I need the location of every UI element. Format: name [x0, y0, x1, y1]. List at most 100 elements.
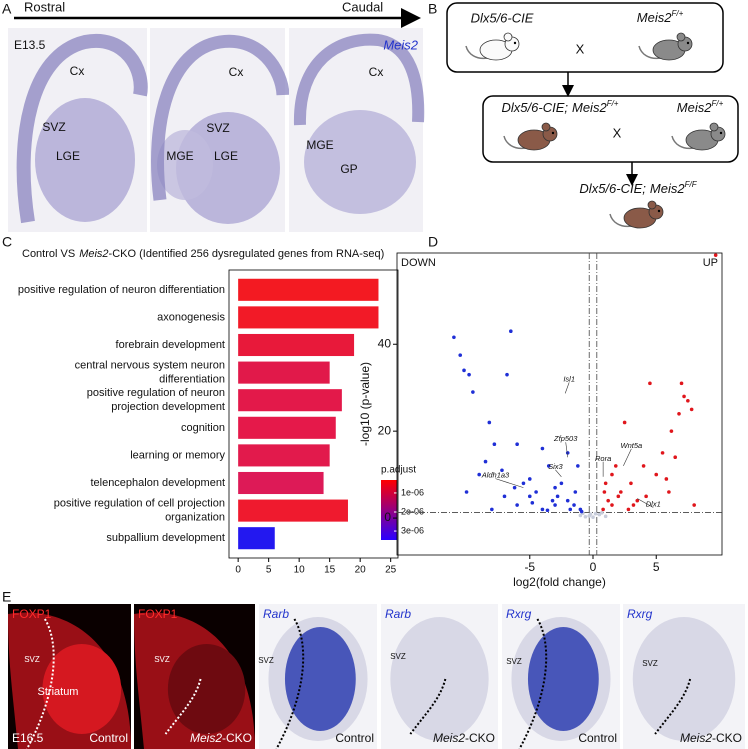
bar: [238, 278, 379, 301]
region-label: Cx: [229, 65, 244, 79]
condition-text: Control: [578, 731, 617, 745]
region-label: SVZ: [642, 659, 658, 668]
condition-gene: Meis2: [190, 731, 222, 745]
cross-symbol: X: [576, 41, 585, 56]
panel-e: FOXP1SVZStriatumControlFOXP1SVZMeis2-CKO…: [8, 604, 745, 749]
region-label: LGE: [214, 149, 238, 163]
title-part: Meis2: [79, 248, 108, 260]
mouse-icon: [638, 32, 693, 61]
gene: Meis2: [650, 181, 685, 196]
bar: [238, 527, 275, 550]
region-label: SVZ: [24, 655, 40, 664]
panel-label: A: [2, 1, 12, 17]
genotype: Meis2F/+: [677, 99, 724, 115]
bar: [238, 306, 379, 329]
bar: [238, 389, 342, 412]
stain: [632, 617, 736, 741]
category-label: positive regulation of neuron differenti…: [18, 284, 225, 296]
svz-outline: [518, 618, 548, 749]
svz-outline: [654, 678, 692, 735]
point: [540, 507, 545, 512]
plot-frame: [396, 252, 723, 556]
condition-text: Control: [89, 731, 128, 745]
point: [660, 451, 665, 455]
label-leader: [495, 478, 524, 488]
line: Dlx5/6-CIE;: [579, 181, 646, 196]
point: [458, 353, 463, 357]
point: [641, 464, 646, 468]
colorbar-title: p.adjust: [381, 465, 416, 476]
point: [452, 335, 456, 340]
title-part: Control VS: [22, 248, 75, 260]
point: [530, 501, 535, 505]
point: [591, 515, 595, 519]
mouse-icon: [465, 32, 520, 61]
y-axis-title: -log10 (p-value): [358, 362, 372, 446]
condition-label: Meis2-CKO: [680, 731, 742, 745]
point: [648, 381, 652, 386]
x-tick-label: 10: [294, 565, 306, 576]
point: [521, 481, 526, 486]
cross-symbol: X: [613, 125, 622, 140]
point: [512, 485, 517, 490]
bar-chart: 0 5 10 15 20 25 positive regulation of neuron …: [18, 269, 424, 576]
gene-label: Zfp503: [553, 434, 578, 443]
gene-label: Rarb: [385, 607, 411, 621]
point: [502, 494, 507, 499]
point: [509, 329, 513, 334]
x-axis-title: log2(fold change): [513, 575, 606, 589]
stain: [167, 644, 246, 734]
point: [629, 481, 633, 486]
condition-label: Control: [89, 731, 128, 745]
gene-label: Rora: [595, 454, 611, 463]
panel-label: C: [2, 234, 12, 250]
point: [462, 368, 466, 373]
gene-label: Rxrg: [627, 607, 653, 621]
genotype: Dlx5/6-CIE: [471, 10, 534, 25]
condition-text: Control: [335, 731, 374, 745]
point: [477, 472, 481, 477]
region-label: GP: [340, 162, 357, 176]
point: [713, 253, 718, 257]
point: [527, 477, 532, 481]
cross-box: [446, 2, 724, 73]
point: [686, 398, 690, 403]
caudal-label: Caudal: [342, 0, 383, 14]
label-leader: [623, 448, 632, 467]
category-label: cognition: [181, 422, 225, 434]
label-leader: [565, 442, 569, 458]
x-tick-label: 5: [653, 560, 660, 574]
point: [619, 490, 623, 494]
region-label: Striatum: [38, 686, 79, 698]
y-tick-label: 20: [378, 423, 392, 437]
point: [669, 429, 674, 433]
point: [505, 372, 509, 377]
condition-label: Control: [578, 731, 617, 745]
panel-label: B: [428, 1, 437, 17]
label-leader: [555, 469, 562, 477]
point: [500, 468, 504, 473]
label-leader: [564, 382, 570, 394]
condition-label: Meis2-CKO: [433, 731, 495, 745]
point: [600, 511, 604, 515]
category-label: learning or memory: [130, 449, 225, 461]
bar: [238, 471, 324, 495]
section-image: [289, 28, 425, 232]
point: [667, 490, 671, 494]
region-label: SVZ: [42, 120, 65, 134]
x-tick-label: 20: [355, 565, 367, 576]
rostral-label: Rostral: [24, 0, 65, 14]
region-label: Cx: [70, 64, 85, 78]
x-tick-label: 0: [590, 560, 597, 574]
panel-label: D: [428, 234, 438, 250]
point: [545, 508, 550, 513]
gene-label: Aldh1a3: [481, 471, 510, 480]
region-label: SVZ: [258, 656, 274, 665]
point: [626, 507, 631, 512]
mouse-icon: [503, 122, 558, 151]
region-label: SVZ: [390, 652, 406, 661]
condition-label: Meis2-CKO: [190, 731, 252, 745]
gene-label: Meis2: [383, 37, 418, 52]
point: [515, 503, 519, 507]
point: [583, 514, 588, 519]
